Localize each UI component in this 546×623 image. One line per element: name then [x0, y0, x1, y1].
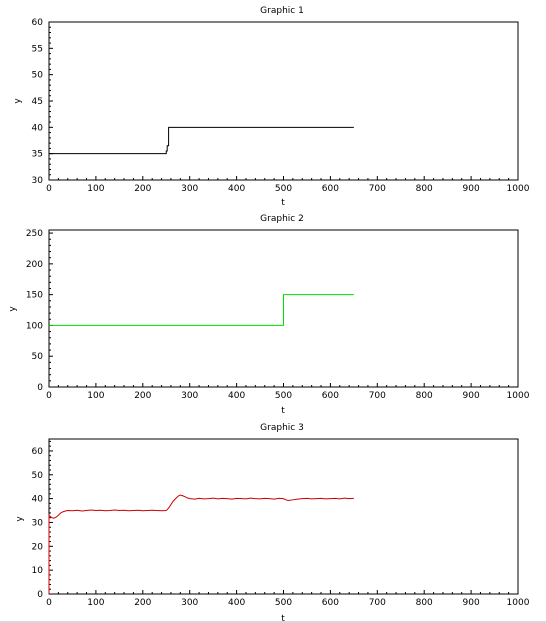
plot-frame: [48, 21, 519, 181]
window-bottom-edge: [0, 621, 546, 623]
x-tick-label: 300: [181, 598, 198, 608]
x-tick-label: 1000: [507, 184, 530, 194]
x-axis-label: t: [281, 198, 285, 208]
y-tick-label: 250: [26, 229, 43, 239]
x-tick-label: 200: [134, 598, 151, 608]
plot-title: Graphic 3: [260, 423, 304, 433]
x-tick-label: 0: [46, 184, 52, 194]
x-tick-label: 100: [87, 391, 104, 401]
x-tick-label: 300: [181, 184, 198, 194]
plot-graphic-2: Graphic 2 y t 0 100 200 300 400 500 600 700 800 9…: [8, 214, 530, 416]
y-tick-label: 50: [32, 352, 44, 362]
y-axis-label: y: [13, 98, 23, 104]
y-tick-label: 0: [37, 383, 43, 393]
series-line: [49, 294, 354, 326]
y-tick-label: 0: [37, 590, 43, 600]
y-tick-label: 30: [32, 518, 44, 528]
y-tick-label: 30: [32, 176, 44, 186]
x-tick-label: 0: [46, 598, 52, 608]
y-tick-label: 60: [32, 447, 44, 457]
x-tick-label: 500: [275, 598, 292, 608]
y-tick-label: 100: [26, 321, 43, 331]
y-tick-label: 60: [32, 18, 44, 28]
x-tick-label: 700: [369, 184, 386, 194]
x-tick-label: 700: [369, 598, 386, 608]
y-tick-label: 200: [26, 260, 43, 270]
x-tick-label: 900: [463, 184, 480, 194]
plot-graphic-1: Graphic 1 y t 0 100 200 300 400 500 600 700 800 9…: [13, 6, 530, 208]
y-tick-label: 20: [32, 542, 44, 552]
y-tick-label: 40: [32, 123, 44, 133]
x-axis-label: t: [281, 614, 285, 623]
x-tick-label: 600: [322, 184, 339, 194]
y-axis-label: y: [15, 516, 25, 522]
y-tick-label: 45: [32, 97, 43, 107]
x-tick-label: 1000: [507, 391, 530, 401]
x-axis-label: t: [281, 406, 285, 416]
x-tick-label: 400: [228, 391, 245, 401]
plot-title: Graphic 2: [260, 214, 304, 224]
x-tick-label: 600: [322, 598, 339, 608]
plot-frame: [48, 438, 519, 595]
y-axis-label: y: [8, 306, 18, 312]
y-tick-label: 35: [32, 150, 43, 160]
x-tick-label: 400: [228, 598, 245, 608]
x-tick-label: 100: [87, 184, 104, 194]
x-tick-label: 200: [134, 184, 151, 194]
x-tick-label: 500: [275, 391, 292, 401]
x-tick-label: 1000: [507, 598, 530, 608]
x-tick-label: 0: [46, 391, 52, 401]
plot-title: Graphic 1: [260, 6, 304, 16]
y-tick-label: 10: [32, 566, 44, 576]
plot-graphic-3: Graphic 3 y t 0 100 200 300 400 500 600 700 800 9…: [15, 423, 530, 623]
x-tick-label: 800: [416, 598, 433, 608]
x-tick-label: 700: [369, 391, 386, 401]
series-line: [49, 126, 354, 155]
y-tick-label: 40: [32, 495, 44, 505]
x-tick-label: 900: [463, 598, 480, 608]
x-tick-label: 500: [275, 184, 292, 194]
x-tick-label: 200: [134, 391, 151, 401]
x-tick-label: 300: [181, 391, 198, 401]
y-tick-label: 50: [32, 471, 44, 481]
y-tick-label: 150: [26, 291, 43, 301]
x-tick-label: 600: [322, 391, 339, 401]
x-tick-label: 800: [416, 184, 433, 194]
y-tick-label: 50: [32, 71, 44, 81]
x-tick-label: 100: [87, 598, 104, 608]
series-line: [48, 494, 354, 594]
x-tick-label: 800: [416, 391, 433, 401]
x-tick-label: 900: [463, 391, 480, 401]
x-tick-label: 400: [228, 184, 245, 194]
y-tick-label: 55: [32, 44, 43, 54]
